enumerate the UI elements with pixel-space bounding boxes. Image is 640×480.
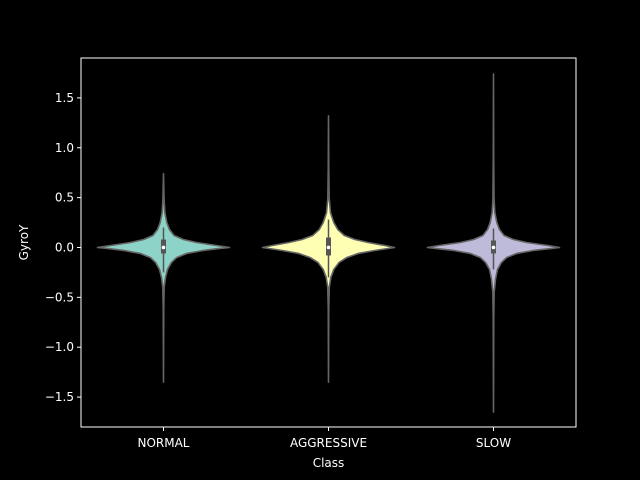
violin-normal — [96, 172, 231, 383]
y-axis: −1.5 −1.0 −0.5 0.0 0.5 1.0 1.5 — [45, 91, 81, 404]
median-marker-normal — [161, 245, 166, 250]
y-tick-label: 1.5 — [55, 91, 74, 105]
median-marker-aggressive — [326, 245, 331, 250]
y-tick-label: −0.5 — [45, 290, 74, 304]
x-tick-label-aggressive: AGGRESSIVE — [290, 436, 367, 450]
median-marker-slow — [491, 245, 496, 250]
y-axis-label: GyroY — [17, 224, 31, 260]
y-tick-label: 1.0 — [55, 141, 74, 155]
x-tick-label-slow: SLOW — [476, 436, 511, 450]
violin-body-normal — [96, 172, 231, 383]
x-axis: NORMAL AGGRESSIVE SLOW — [137, 427, 511, 450]
y-tick-label: −1.0 — [45, 340, 74, 354]
y-tick-label: −1.5 — [45, 390, 74, 404]
violins-layer — [96, 73, 561, 413]
x-axis-label: Class — [313, 456, 345, 470]
x-tick-label-normal: NORMAL — [137, 436, 189, 450]
y-tick-label: 0.0 — [55, 240, 74, 254]
violin-aggressive — [261, 115, 396, 383]
violin-slow — [426, 73, 561, 413]
y-tick-label: 0.5 — [55, 191, 74, 205]
